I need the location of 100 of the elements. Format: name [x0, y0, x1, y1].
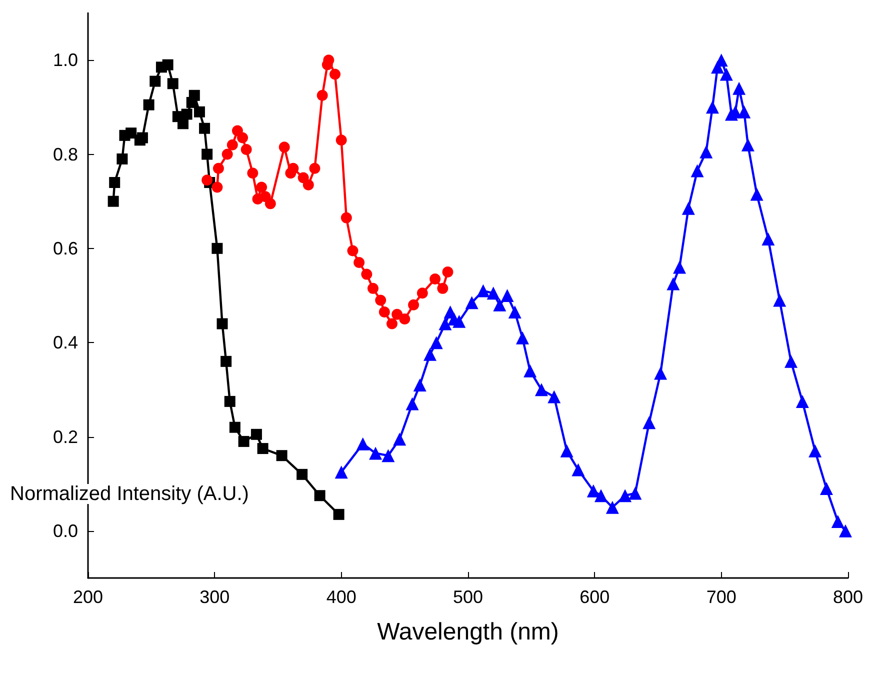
y-tick-label: 0.2 [52, 426, 78, 447]
point [143, 99, 154, 110]
point [226, 139, 238, 150]
point [256, 182, 268, 193]
point [516, 331, 529, 344]
y-tick-label: 0.4 [52, 332, 78, 353]
point [784, 354, 798, 368]
point [700, 145, 713, 158]
point [136, 132, 148, 144]
point [750, 188, 764, 201]
x-tick-label: 300 [200, 587, 230, 607]
point [199, 122, 210, 134]
point [738, 105, 751, 118]
point [250, 428, 262, 440]
point [416, 288, 428, 299]
point [493, 298, 506, 312]
point [430, 336, 443, 350]
point [288, 162, 299, 174]
point [399, 314, 410, 325]
point [314, 490, 326, 502]
point [278, 142, 290, 153]
point [229, 422, 240, 433]
point [181, 108, 192, 120]
point [406, 397, 419, 410]
point [437, 282, 448, 294]
point [690, 164, 704, 178]
y-tick-label: 0.8 [52, 144, 78, 164]
point [340, 212, 352, 224]
point [732, 82, 746, 95]
y-axis-title: Normalized Intensity (A.U.) [10, 483, 249, 505]
point [212, 242, 223, 254]
point [382, 449, 395, 462]
point [628, 486, 642, 500]
point [438, 317, 452, 330]
point [302, 179, 314, 190]
point [606, 500, 619, 514]
point [572, 463, 585, 476]
point [706, 100, 719, 114]
point [257, 443, 268, 454]
point [150, 76, 161, 87]
point [524, 364, 537, 378]
point [224, 396, 236, 407]
point [534, 383, 548, 396]
point [167, 78, 178, 90]
point [594, 489, 608, 502]
point [309, 162, 320, 174]
point [178, 118, 188, 130]
point [586, 484, 600, 498]
point [220, 356, 232, 367]
point [368, 282, 378, 294]
point [548, 390, 561, 404]
point [347, 245, 358, 256]
x-tick-label: 500 [452, 587, 484, 607]
point [386, 318, 398, 330]
point [673, 260, 686, 274]
point [442, 266, 454, 278]
point [333, 508, 344, 520]
point [237, 132, 248, 144]
point [316, 90, 328, 101]
point [408, 299, 420, 310]
point [378, 306, 390, 318]
y-tick-label: 0.6 [52, 238, 78, 258]
point [476, 284, 490, 298]
x-tick-label: 600 [580, 587, 610, 607]
x-axis-title: Wavelength (nm) [377, 618, 559, 646]
point [508, 305, 522, 318]
point [126, 128, 137, 139]
point [264, 198, 276, 210]
point [452, 314, 466, 328]
point [334, 466, 348, 479]
point [820, 482, 833, 496]
point [831, 515, 844, 528]
point [654, 366, 668, 380]
x-tick-label: 800 [832, 587, 864, 607]
point [212, 162, 224, 174]
x-tick-label: 200 [72, 587, 104, 607]
point [336, 134, 347, 146]
point [247, 168, 258, 179]
y-tick-label: 0.0 [52, 520, 78, 541]
point [162, 59, 174, 70]
point [296, 468, 308, 480]
point [682, 202, 695, 215]
point [108, 196, 119, 207]
point [413, 378, 426, 392]
point [500, 289, 514, 302]
point [212, 182, 223, 193]
point [642, 416, 656, 430]
point [720, 68, 733, 81]
point [375, 294, 386, 306]
point [109, 177, 120, 188]
point [808, 444, 822, 458]
point [202, 148, 213, 160]
point [424, 348, 436, 361]
point [330, 68, 340, 80]
point [392, 308, 403, 320]
point [773, 294, 786, 307]
point [465, 296, 478, 310]
point [276, 450, 288, 462]
point [486, 286, 500, 300]
point [618, 489, 632, 502]
